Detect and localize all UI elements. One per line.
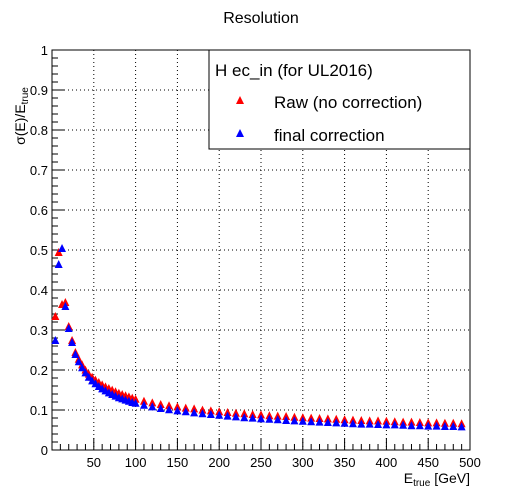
final-data-point (58, 244, 67, 252)
y-tick-label: 0.8 (30, 123, 48, 138)
final-data-point (440, 422, 449, 430)
final-data-point (206, 410, 215, 418)
y-tick-label: 0 (41, 443, 48, 458)
legend-marker-raw (236, 96, 244, 104)
y-tick-label: 0.5 (30, 243, 48, 258)
final-data-point (424, 421, 433, 430)
final-data-point (374, 420, 383, 428)
final-data-point (54, 260, 63, 268)
final-data-point (156, 404, 165, 412)
final-data-point (290, 416, 299, 425)
final-data-point (61, 302, 70, 310)
y-axis: 0 0.1 0.2 0.3 0.4 0.5 0.6 0.7 0.8 0.9 1 (30, 43, 64, 458)
x-tick-label: 350 (334, 455, 356, 470)
y-tick-label: 0.7 (30, 163, 48, 178)
final-data-point (84, 372, 93, 381)
x-tick-label: 400 (376, 455, 398, 470)
final-data-point (173, 406, 182, 415)
legend: H ec_in (for UL2016) Raw (no correction)… (208, 49, 471, 150)
y-tick-label: 0.4 (30, 283, 48, 298)
final-data-point (390, 420, 399, 429)
y-tick-label: 0.6 (30, 203, 48, 218)
final-data-point (248, 413, 257, 422)
final-data-point (68, 338, 77, 346)
final-data-point (64, 324, 73, 332)
legend-entry-final: final correction (274, 126, 385, 145)
y-tick-label: 0.2 (30, 363, 48, 378)
final-data-point (223, 411, 232, 420)
x-tick-label: 500 (459, 455, 481, 470)
data-points (51, 244, 466, 431)
x-tick-label: 450 (417, 455, 439, 470)
final-data-point (78, 363, 87, 372)
chart-title: Resolution (223, 10, 299, 27)
final-data-point (457, 422, 466, 431)
final-data-point (323, 418, 332, 426)
final-data-point (298, 416, 307, 425)
final-data-point (215, 410, 224, 419)
x-tick-label: 50 (87, 455, 101, 470)
y-tick-label: 0.9 (30, 83, 48, 98)
final-data-point (74, 357, 83, 366)
legend-box (208, 49, 471, 150)
final-data-point (415, 421, 424, 430)
final-data-point (51, 336, 60, 344)
final-data-point (190, 408, 199, 417)
x-tick-label: 150 (167, 455, 189, 470)
legend-title: H ec_in (for UL2016) (215, 61, 373, 80)
final-data-point (165, 405, 174, 414)
final-data-point (332, 418, 341, 427)
final-data-point (231, 412, 240, 421)
final-data-point (357, 419, 366, 428)
final-data-point (365, 419, 374, 428)
final-data-point (382, 420, 391, 429)
final-data-point (407, 421, 416, 430)
final-data-point (139, 400, 148, 409)
y-axis-label: σ(E)/Etrue (12, 87, 31, 145)
y-tick-label: 0.3 (30, 323, 48, 338)
final-data-point (181, 407, 190, 416)
final-data-point (307, 417, 316, 426)
final-data-point (265, 414, 274, 423)
y-tick-label: 0.1 (30, 403, 48, 418)
final-data-point (148, 402, 157, 411)
final-data-point (340, 418, 349, 427)
final-data-point (282, 416, 291, 424)
final-data-point (198, 409, 207, 418)
final-data-point (348, 419, 357, 428)
raw-data-point (51, 312, 60, 320)
final-data-point (273, 415, 282, 424)
x-tick-label: 200 (208, 455, 230, 470)
x-tick-label: 300 (292, 455, 314, 470)
x-tick-label: 250 (250, 455, 272, 470)
legend-marker-final (236, 129, 244, 137)
final-data-point (240, 413, 249, 422)
legend-entry-raw: Raw (no correction) (274, 93, 422, 112)
x-axis: 50 100 150 200 250 300 350 400 450 500 (59, 438, 481, 470)
final-data-point (449, 422, 458, 430)
x-axis-label: Etrue [GeV] (404, 470, 470, 489)
final-data-point (399, 420, 408, 429)
final-data-point (315, 417, 324, 426)
final-data-point (257, 414, 265, 423)
final-data-point (81, 368, 90, 377)
x-tick-label: 100 (125, 455, 147, 470)
final-data-point (432, 421, 441, 430)
y-tick-label: 1 (41, 43, 48, 58)
final-data-point (131, 398, 140, 407)
final-data-point (71, 350, 80, 358)
